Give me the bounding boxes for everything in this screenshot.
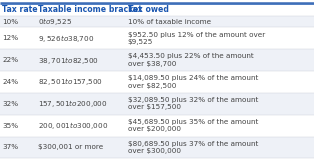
Text: $38,701 to $82,500: $38,701 to $82,500	[38, 55, 99, 66]
Bar	[126, 49, 314, 71]
Bar	[36, 3, 126, 16]
Text: $80,689.50 plus 37% of the amount
over $300,000: $80,689.50 plus 37% of the amount over $…	[128, 141, 258, 154]
Text: 32%: 32%	[2, 101, 18, 107]
Bar	[0, 16, 36, 27]
Bar	[36, 27, 126, 49]
Text: 37%: 37%	[2, 144, 18, 150]
Bar	[0, 3, 36, 16]
Text: $9,526 to $38,700: $9,526 to $38,700	[38, 33, 95, 44]
Text: 24%: 24%	[2, 79, 18, 85]
Bar	[0, 93, 36, 115]
Bar	[36, 16, 126, 27]
Bar	[36, 93, 126, 115]
Bar	[0, 136, 36, 158]
Text: $14,089.50 plus 24% of the amount
over $82,500: $14,089.50 plus 24% of the amount over $…	[128, 75, 258, 88]
Bar	[126, 71, 314, 93]
Bar	[0, 115, 36, 136]
Text: 12%: 12%	[2, 35, 18, 41]
Text: 22%: 22%	[2, 57, 18, 63]
Text: Tax rate: Tax rate	[2, 5, 38, 14]
Text: 10%: 10%	[2, 19, 18, 25]
Bar	[0, 27, 36, 49]
Bar	[36, 136, 126, 158]
Bar	[0, 49, 36, 71]
Text: 35%: 35%	[2, 123, 18, 129]
Text: $0 to $9,525: $0 to $9,525	[38, 16, 72, 27]
Text: 10% of taxable income: 10% of taxable income	[128, 19, 211, 25]
Text: $4,453.50 plus 22% of the amount
over $38,700: $4,453.50 plus 22% of the amount over $3…	[128, 53, 253, 67]
Text: $200,001 to $300,000: $200,001 to $300,000	[38, 120, 108, 131]
Text: Tax owed: Tax owed	[128, 5, 169, 14]
Bar	[126, 3, 314, 16]
Bar	[126, 136, 314, 158]
Text: $157,501 to $200,000: $157,501 to $200,000	[38, 98, 108, 109]
Bar	[0, 71, 36, 93]
Text: Taxable income bracket: Taxable income bracket	[38, 5, 142, 14]
Bar	[126, 16, 314, 27]
Bar	[36, 115, 126, 136]
Bar	[36, 71, 126, 93]
Text: $82,501 to $157,500: $82,501 to $157,500	[38, 76, 103, 87]
Text: $952.50 plus 12% of the amount over
$9,525: $952.50 plus 12% of the amount over $9,5…	[128, 32, 265, 45]
Text: $45,689.50 plus 35% of the amount
over $200,000: $45,689.50 plus 35% of the amount over $…	[128, 119, 258, 132]
Bar	[126, 115, 314, 136]
Text: $32,089.50 plus 32% of the amount
over $157,500: $32,089.50 plus 32% of the amount over $…	[128, 97, 258, 110]
Bar	[126, 93, 314, 115]
Bar	[36, 49, 126, 71]
Text: $300,001 or more: $300,001 or more	[38, 144, 104, 150]
Bar	[126, 27, 314, 49]
